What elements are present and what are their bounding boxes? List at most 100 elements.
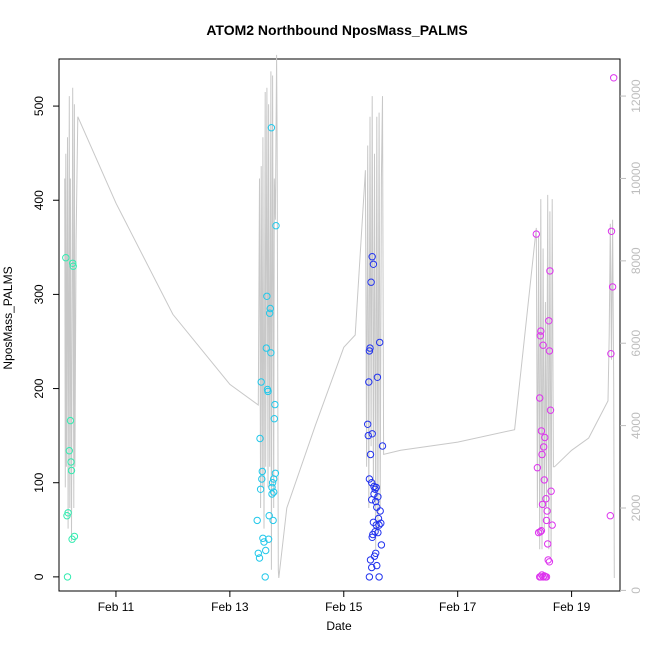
data-point [265, 512, 273, 520]
data-point [63, 573, 72, 581]
data-point [67, 466, 76, 475]
data-point [270, 475, 278, 483]
data-point [608, 283, 617, 291]
y2-tick-label: 12000 [629, 79, 643, 113]
data-point [66, 416, 75, 425]
data-point [536, 394, 544, 402]
data-point [374, 493, 382, 501]
line-series [64, 54, 615, 579]
data-point [364, 431, 372, 440]
data-point [255, 554, 264, 562]
data-point [65, 447, 74, 455]
y2-tick-label: 6000 [629, 330, 643, 357]
data-point [258, 467, 266, 476]
data-point [539, 341, 547, 349]
data-point [256, 485, 265, 493]
y2-tick-label: 2000 [629, 494, 643, 521]
data-point [272, 222, 280, 230]
data-point [67, 458, 75, 466]
y-tick-label: 400 [32, 190, 46, 210]
data-point [372, 497, 380, 506]
data-point [547, 487, 555, 495]
y-tick-label: 100 [32, 472, 46, 492]
data-point [365, 573, 374, 581]
data-point [377, 519, 385, 527]
data-point [536, 332, 544, 340]
data-point [538, 500, 547, 509]
y-tick-label: 200 [32, 378, 46, 398]
x-tick-label: Feb 13 [211, 600, 249, 614]
data-point [261, 573, 269, 581]
data-point [544, 556, 552, 564]
data-point [536, 528, 544, 536]
data-point [270, 415, 278, 423]
y-axis: 0 100 200 300 400 500 [32, 96, 59, 580]
chart-title: ATOM2 Northbound NposMass_PALMS [206, 22, 467, 38]
plot-frame [58, 58, 621, 592]
data-point [538, 450, 546, 459]
data-point [540, 443, 548, 451]
data-point [539, 573, 547, 581]
data-point [258, 475, 266, 483]
data-point [543, 507, 551, 515]
data-point [375, 573, 383, 581]
data-point [374, 528, 382, 537]
data-point [268, 479, 277, 487]
data-point [267, 124, 276, 132]
data-point [62, 254, 70, 262]
data-point [542, 516, 551, 525]
data-point [69, 259, 77, 267]
data-point [365, 378, 373, 386]
data-point [545, 347, 554, 355]
data-point [264, 535, 273, 543]
data-point [263, 292, 271, 300]
data-point [376, 338, 384, 347]
data-point [369, 518, 378, 526]
data-point [537, 573, 545, 581]
x-axis: Feb 11 Feb 13 Feb 15 Feb 17 Feb 19 [98, 591, 591, 614]
data-point [368, 253, 376, 261]
data-point [368, 533, 376, 541]
y2-axis: 0 2000 4000 6000 8000 10000 12000 [620, 79, 643, 594]
data-point [375, 521, 383, 529]
data-point [532, 230, 540, 238]
data-point [70, 532, 79, 541]
data-point [545, 558, 554, 566]
data-point [264, 387, 272, 396]
data-point [267, 349, 275, 357]
data-point [537, 427, 546, 435]
y-tick-label: 300 [32, 284, 46, 304]
data-point [369, 260, 378, 268]
y-tick-label: 500 [32, 96, 46, 116]
data-point [540, 476, 548, 484]
y-tick-label: 0 [32, 573, 46, 580]
data-point [610, 74, 618, 82]
data-point [254, 549, 262, 557]
y2-tick-label: 0 [629, 587, 643, 594]
data-point [533, 464, 542, 472]
x-tick-label: Feb 19 [553, 600, 591, 614]
data-point [546, 406, 555, 414]
x-axis-label: Date [326, 619, 352, 633]
data-point [372, 483, 380, 492]
data-point [253, 516, 261, 525]
data-point [269, 516, 277, 525]
data-point [537, 327, 545, 335]
y2-tick-label: 4000 [629, 412, 643, 439]
data-point [373, 373, 382, 381]
y-axis-label: NposMass_PALMS [1, 266, 15, 369]
data-point [364, 420, 372, 428]
data-point [541, 433, 549, 442]
data-point [367, 278, 375, 286]
data-point [69, 262, 77, 270]
data-point [368, 479, 376, 487]
data-point [606, 512, 614, 520]
data-point [542, 573, 551, 581]
data-point [366, 556, 375, 564]
data-point [270, 488, 278, 496]
data-point [256, 434, 264, 443]
series-line [64, 54, 615, 579]
data-point [368, 563, 376, 572]
data-point [257, 378, 265, 386]
